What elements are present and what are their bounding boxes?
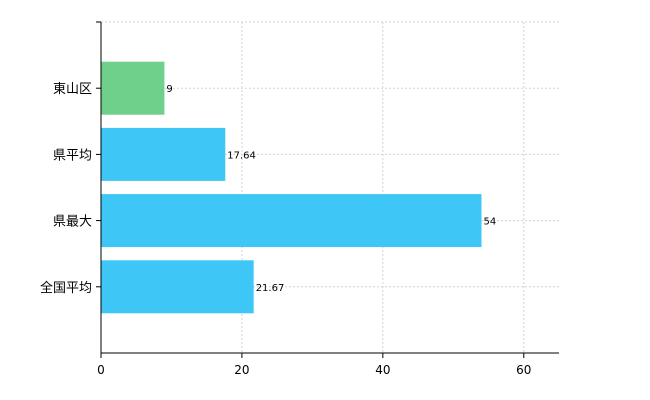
x-tick-label: 0 bbox=[97, 363, 105, 377]
bar bbox=[101, 260, 254, 314]
category-label: 東山区 bbox=[53, 81, 92, 97]
x-tick-label: 60 bbox=[516, 363, 531, 377]
x-tick-label: 20 bbox=[234, 363, 249, 377]
bar bbox=[101, 194, 482, 248]
axis-layer bbox=[96, 21, 559, 358]
data-label: 21.67 bbox=[256, 283, 285, 294]
category-label: 全国平均 bbox=[40, 280, 92, 296]
bar bbox=[101, 61, 165, 115]
data-label: 9 bbox=[166, 84, 172, 95]
x-tick-label: 40 bbox=[375, 363, 390, 377]
data-label: 54 bbox=[483, 217, 496, 228]
bar-layer bbox=[101, 61, 482, 314]
category-label: 県最大 bbox=[53, 215, 92, 230]
category-label: 県平均 bbox=[53, 148, 92, 163]
label-layer: 9 東山区 17.64 県平均 54 県最大 21.67 全国平均 0 20 40 60 bbox=[40, 81, 531, 377]
bar bbox=[101, 127, 226, 181]
data-label: 17.64 bbox=[227, 150, 256, 161]
